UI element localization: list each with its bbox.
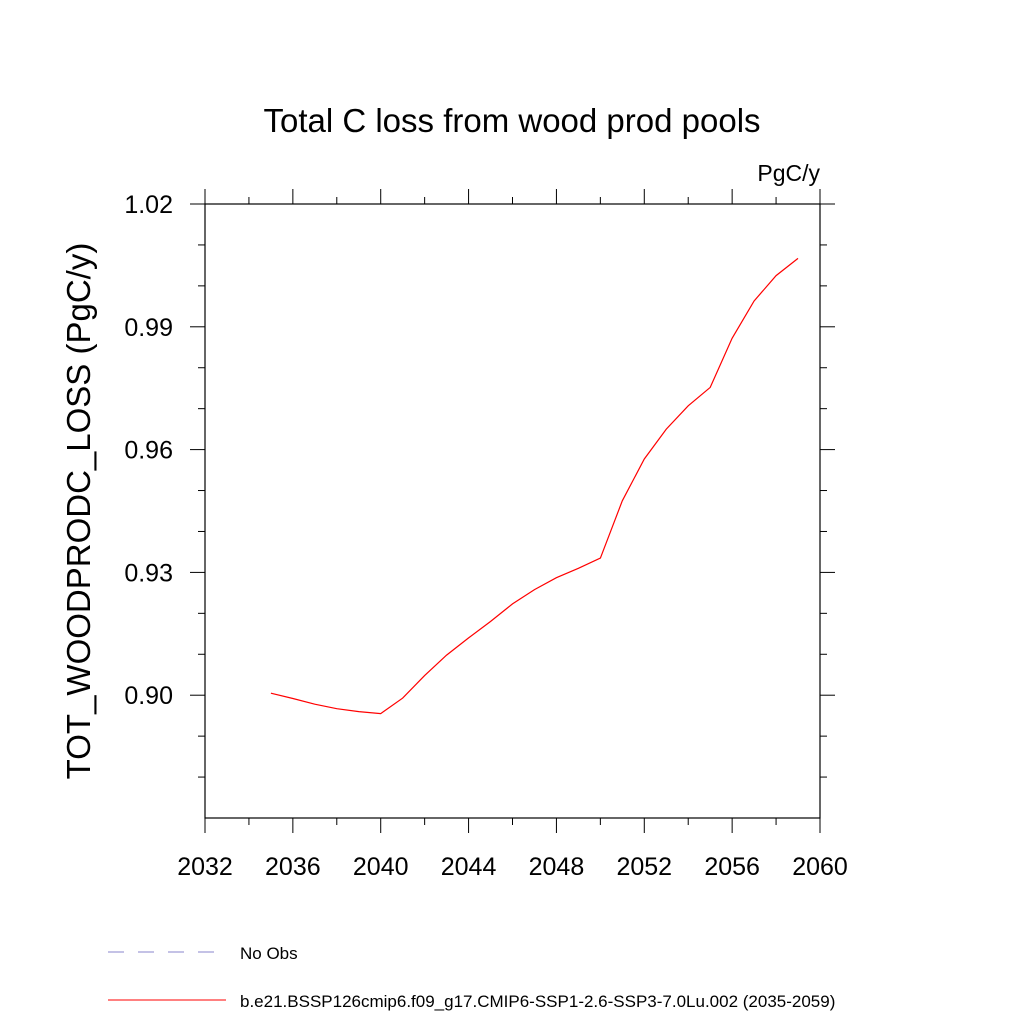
x-tick-label: 2036 [265,853,321,881]
y-axis-label: TOT_WOODPRODC_LOSS (PgC/y) [60,243,97,780]
y-tick-label: 0.96 [124,437,173,465]
plot-axes: 2032 2036 2040 2044 2048 2052 2056 2060 0.90 0.93… [124,189,848,881]
x-tick-label: 2044 [441,853,497,881]
x-tick-label: 2052 [616,853,672,881]
chart-title: Total C loss from wood prod pools [263,102,760,139]
legend-label: No Obs [240,944,298,963]
legend: No Obs b.e21.BSSP126cmip6.f09_g17.CMIP6-S… [108,944,835,1011]
y-tick-label: 0.93 [124,559,173,587]
x-tick-label: 2056 [704,853,760,881]
y-tick-label: 0.99 [124,314,173,342]
units-label: PgC/y [757,160,820,186]
legend-label: b.e21.BSSP126cmip6.f09_g17.CMIP6-SSP1-2.… [240,992,835,1011]
y-tick-label: 1.02 [124,191,173,219]
series-line [270,257,799,715]
x-tick-label: 2032 [177,853,233,881]
x-tick-label: 2040 [353,853,409,881]
x-tick-label: 2048 [529,853,585,881]
series-group [270,257,799,715]
plot-frame [204,203,821,819]
y-tick-label: 0.90 [124,682,173,710]
x-tick-label: 2060 [792,853,848,881]
